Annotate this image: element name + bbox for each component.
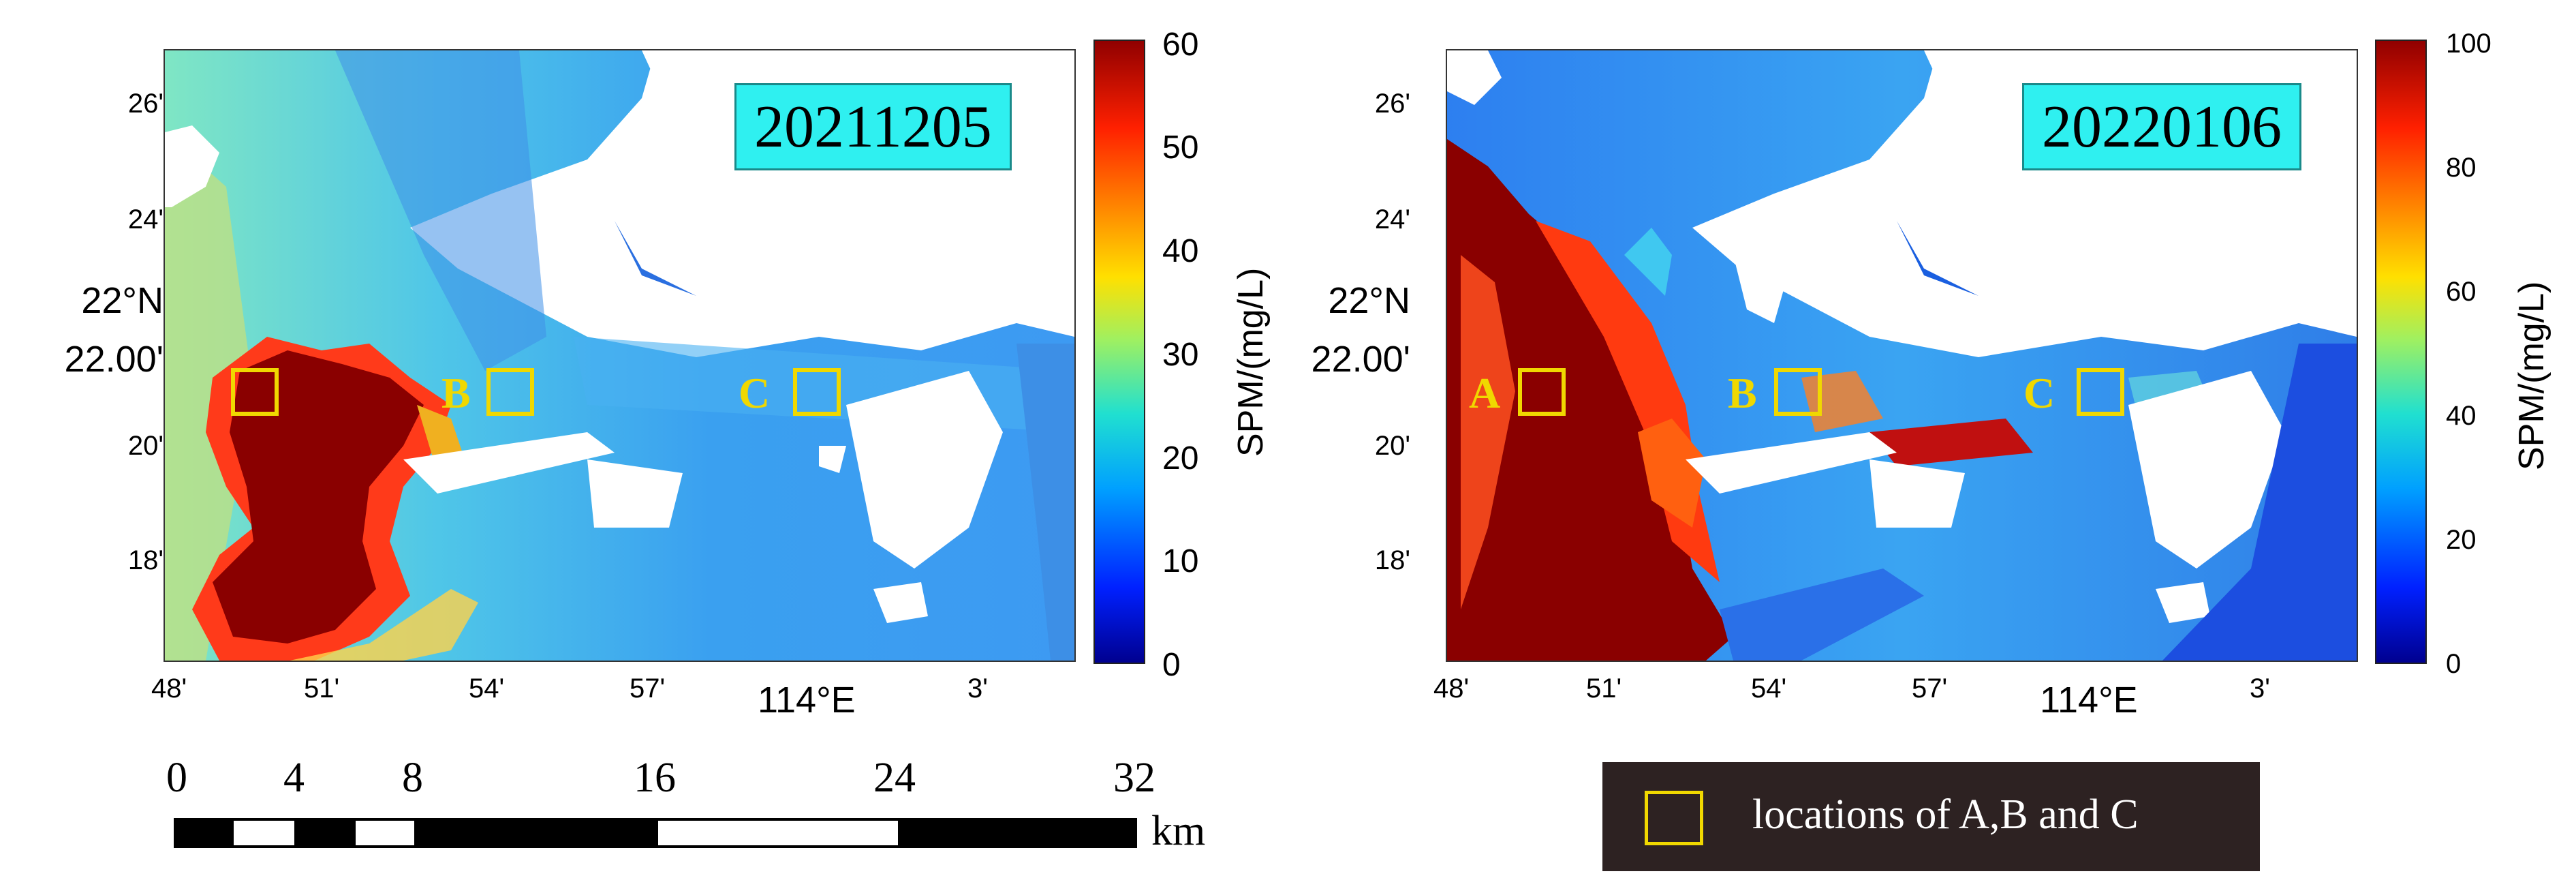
colorbar-left [1093, 40, 1145, 664]
colorbar-right-tick-0: 0 [2446, 649, 2462, 679]
y-tick-20-right: 20' [1374, 431, 1410, 461]
colorbar-left-tick-50: 50 [1162, 130, 1199, 166]
location-marker-b-left [486, 368, 534, 416]
scale-bar-segment [294, 818, 356, 848]
y-tick-18-right: 18' [1374, 545, 1410, 575]
y-tick-26-right: 26' [1374, 89, 1410, 119]
colorbar-left-tick-40: 40 [1162, 233, 1199, 269]
x-tick-51-right: 51' [1586, 673, 1622, 703]
locations-legend: locations of A,B and C [1602, 762, 2260, 871]
scale-unit: km [1151, 808, 1206, 854]
x-tick-48: 48' [151, 673, 187, 703]
x-tick-3: 3' [967, 673, 988, 703]
location-label-c-right: C [2023, 369, 2055, 417]
scale-bar-segment [414, 818, 658, 848]
scale-bar-segment [898, 818, 1137, 848]
location-marker-c-left [793, 368, 841, 416]
location-marker-b-right [1774, 368, 1822, 416]
colorbar-left-tick-30: 30 [1162, 337, 1199, 373]
location-label-b-right: B [1728, 369, 1757, 417]
location-label-a-right: A [1469, 369, 1501, 417]
x-tick-48-right: 48' [1433, 673, 1470, 703]
legend-label: locations of A,B and C [1752, 791, 2139, 838]
location-label-b-left: B [441, 369, 471, 417]
scale-number-4: 4 [283, 755, 305, 801]
colorbar-left-tick-0: 0 [1162, 647, 1181, 683]
colorbar-right-tick-60: 60 [2446, 277, 2477, 307]
location-marker-a-right [1518, 368, 1566, 416]
location-marker-a-left [231, 368, 279, 416]
y-tick-22n-right: 22°N [1328, 280, 1410, 321]
y-tick-20: 20' [127, 431, 164, 461]
scale-number-0: 0 [166, 755, 187, 801]
y-tick-18: 18' [127, 545, 164, 575]
location-marker-c-right [2077, 368, 2124, 416]
colorbar-right-tick-80: 80 [2446, 153, 2477, 183]
date-label-left: 20211205 [734, 83, 1012, 170]
scale-number-16: 16 [634, 755, 676, 801]
x-tick-54: 54' [469, 673, 505, 703]
colorbar-left-tick-10: 10 [1162, 543, 1199, 579]
colorbar-left-tick-60: 60 [1162, 27, 1199, 63]
y-tick-22-00-right: 22.00' [1311, 339, 1410, 380]
y-tick-26: 26' [127, 89, 164, 119]
legend-swatch [1645, 791, 1703, 845]
location-label-c-left: C [739, 369, 771, 417]
scale-number-8: 8 [402, 755, 423, 801]
colorbar-right [2375, 40, 2427, 664]
scale-number-32: 32 [1113, 755, 1155, 801]
colorbar-right-tick-40: 40 [2446, 401, 2477, 431]
date-label-right: 20220106 [2022, 83, 2301, 170]
y-tick-22-00: 22.00' [64, 339, 164, 380]
x-tick-57-right: 57' [1912, 673, 1948, 703]
x-tick-114e-right: 114°E [2040, 680, 2138, 721]
x-tick-3-right: 3' [2250, 673, 2270, 703]
x-tick-114e: 114°E [758, 680, 856, 721]
x-tick-51: 51' [304, 673, 340, 703]
colorbar-right-tick-100: 100 [2446, 29, 2492, 59]
x-tick-57: 57' [630, 673, 666, 703]
y-tick-24: 24' [127, 205, 164, 234]
scale-number-24: 24 [873, 755, 916, 801]
y-tick-22n: 22°N [81, 280, 164, 321]
colorbar-right-label: SPM/(mg/L) [2512, 281, 2551, 470]
colorbar-left-tick-20: 20 [1162, 440, 1199, 476]
x-tick-54-right: 54' [1751, 673, 1787, 703]
y-tick-24-right: 24' [1374, 205, 1410, 234]
colorbar-right-tick-20: 20 [2446, 525, 2477, 555]
scale-bar-segment [174, 818, 234, 848]
